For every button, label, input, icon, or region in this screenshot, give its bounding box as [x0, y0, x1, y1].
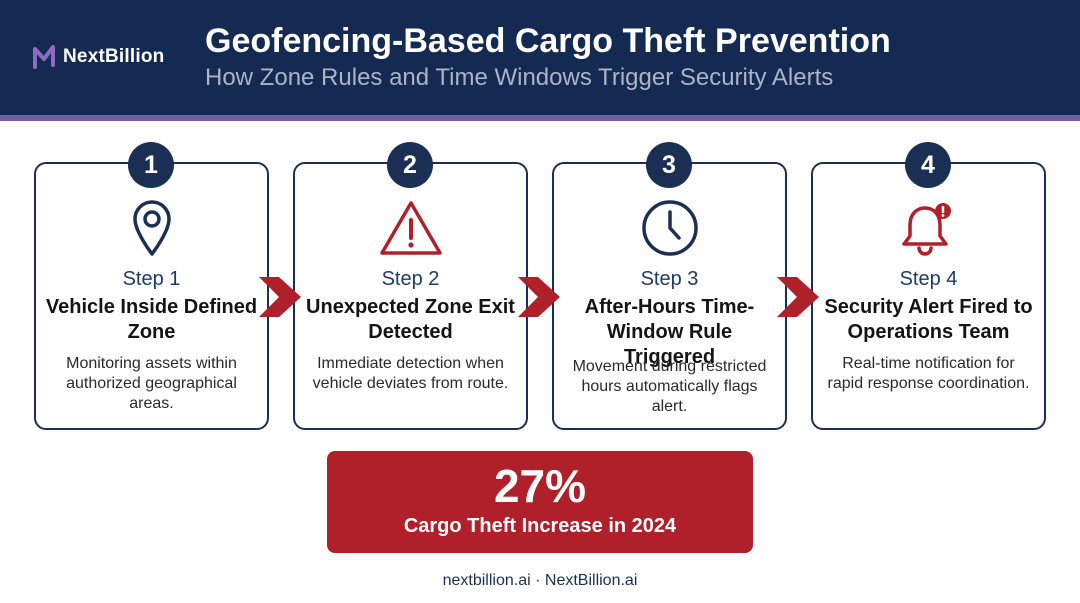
step-title: After-Hours Time-Window Rule Triggered [584, 296, 755, 368]
step-number-badge-2: 2 [387, 142, 433, 188]
brand-name: NextBillion [63, 46, 165, 67]
step-card-1: Step 1 Vehicle Inside Defined Zone Monit… [34, 162, 269, 430]
chevron-right-icon [518, 277, 560, 317]
step-label: Step 1 [122, 268, 181, 290]
stat-value: 27% [493, 460, 587, 512]
step-label: Step 3 [640, 268, 699, 290]
chevron-right-icon [259, 277, 301, 317]
location-pin-icon [132, 200, 171, 256]
stat-callout: 27% Cargo Theft Increase in 2024 [327, 451, 753, 553]
chevron-right-icon [777, 277, 819, 317]
step-card-2: Step 2 Unexpected Zone Exit Detected Imm… [293, 162, 528, 430]
warning-triangle-icon [379, 201, 442, 255]
footer-text: nextbillion.ai · NextBillion.ai [442, 572, 638, 589]
page-subtitle: How Zone Rules and Time Windows Trigger … [205, 64, 834, 91]
step-title: Vehicle Inside Defined Zone [45, 296, 258, 343]
step-number-badge-1: 1 [128, 142, 174, 188]
brand-logo: NextBillion [32, 42, 164, 72]
step-title: Unexpected Zone Exit Detected [306, 296, 515, 343]
step-description: Monitoring assets within authorized geog… [66, 355, 237, 412]
step-label: Step 4 [899, 268, 958, 290]
step-description: Real-time notification for rapid respons… [827, 355, 1030, 392]
step-title: Security Alert Fired to Operations Team [824, 296, 1033, 343]
page-title: Geofencing-Based Cargo Theft Prevention [205, 22, 891, 60]
step-number-badge-3: 3 [646, 142, 692, 188]
step-description: Immediate detection when vehicle deviate… [312, 355, 509, 392]
step-card-4: Step 4 Security Alert Fired to Operation… [811, 162, 1046, 430]
header-accent-stripe [0, 115, 1080, 121]
step-label: Step 2 [381, 268, 440, 290]
clock-icon [641, 200, 698, 256]
alert-bell-icon [901, 203, 951, 256]
nextbillion-logo-icon [33, 45, 55, 69]
stat-label: Cargo Theft Increase in 2024 [403, 515, 677, 537]
step-description: Movement during restricted hours automat… [572, 358, 767, 415]
step-card-3: Step 3 After-Hours Time-Window Rule Trig… [552, 162, 787, 430]
step-number-badge-4: 4 [905, 142, 951, 188]
header-banner: NextBillion Geofencing-Based Cargo Theft… [0, 0, 1080, 115]
